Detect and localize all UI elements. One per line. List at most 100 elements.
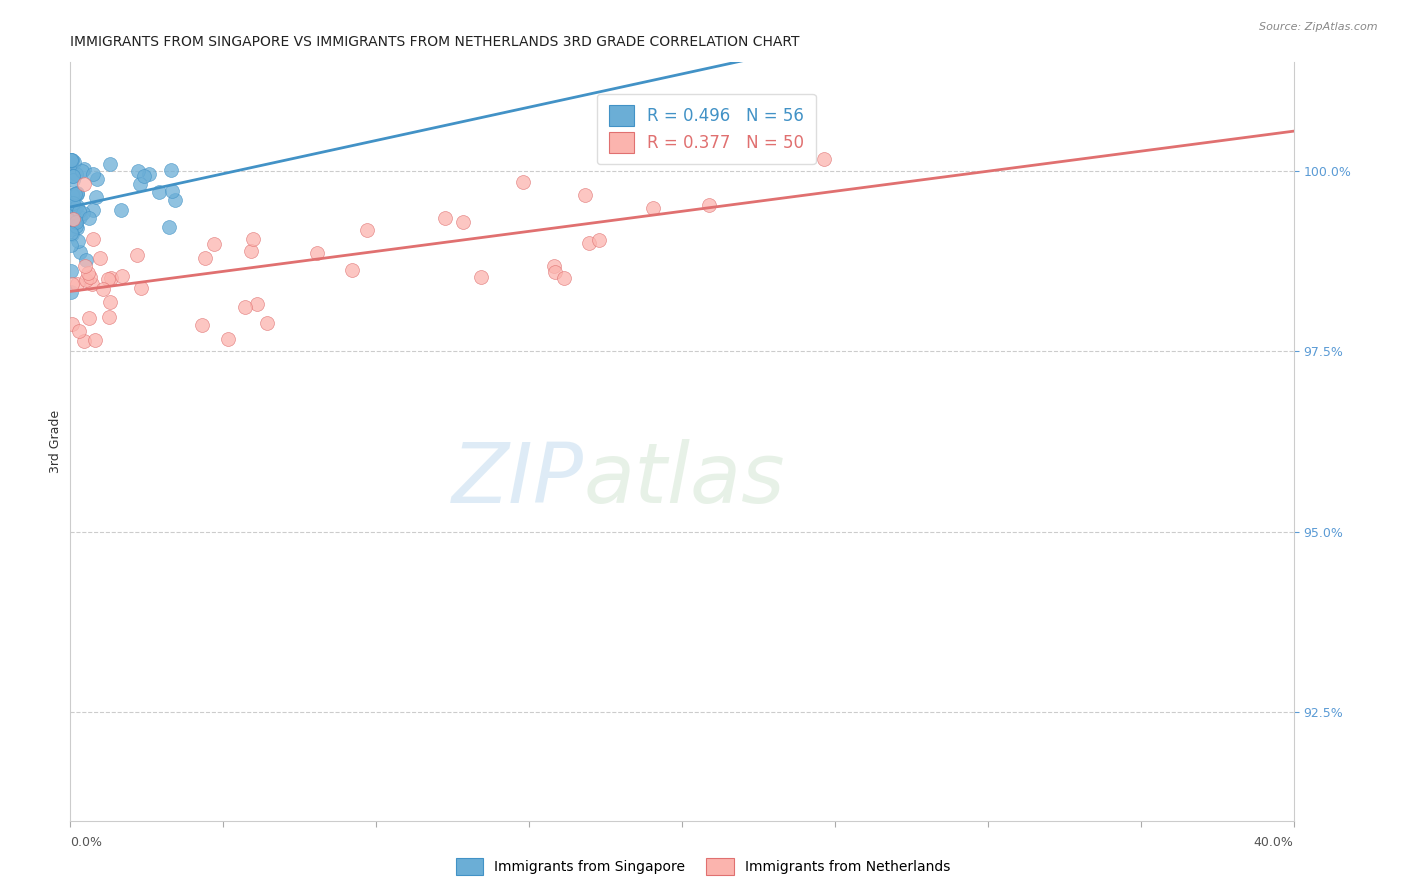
Point bbox=[63, 214, 86, 228]
Point bbox=[60, 187, 83, 202]
Text: atlas: atlas bbox=[583, 439, 786, 520]
Point bbox=[72, 206, 94, 220]
Point bbox=[65, 219, 87, 234]
Point bbox=[60, 169, 83, 183]
Point bbox=[62, 154, 84, 169]
Point bbox=[59, 221, 82, 235]
Point bbox=[60, 238, 83, 252]
Point bbox=[75, 252, 97, 267]
Point bbox=[69, 245, 91, 260]
Point bbox=[77, 211, 100, 225]
Point bbox=[356, 223, 378, 237]
Point bbox=[62, 205, 84, 219]
Point bbox=[60, 153, 83, 167]
Point bbox=[451, 215, 474, 229]
Point bbox=[111, 268, 134, 283]
Point bbox=[813, 152, 835, 166]
Point bbox=[163, 193, 186, 207]
Point bbox=[157, 219, 180, 234]
Point bbox=[86, 172, 108, 186]
Point bbox=[697, 197, 720, 211]
Point bbox=[75, 259, 97, 273]
Point bbox=[63, 186, 86, 201]
Point bbox=[543, 260, 565, 274]
Point bbox=[63, 201, 86, 215]
Point bbox=[66, 277, 89, 291]
Legend: R = 0.496   N = 56, R = 0.377   N = 50: R = 0.496 N = 56, R = 0.377 N = 50 bbox=[598, 94, 815, 164]
Point bbox=[191, 318, 214, 333]
Point bbox=[127, 164, 149, 178]
Point bbox=[79, 270, 101, 285]
Point bbox=[616, 145, 638, 160]
Point bbox=[65, 215, 87, 229]
Point bbox=[66, 186, 89, 201]
Point bbox=[69, 210, 91, 224]
Point bbox=[60, 214, 83, 228]
Point bbox=[66, 187, 89, 202]
Point bbox=[60, 277, 83, 291]
Point bbox=[97, 310, 120, 325]
Point bbox=[73, 177, 96, 191]
Point bbox=[62, 172, 84, 186]
Point bbox=[82, 167, 104, 181]
Point bbox=[66, 199, 89, 213]
Point bbox=[77, 311, 100, 326]
Point bbox=[73, 162, 96, 177]
Point bbox=[129, 177, 152, 191]
Point bbox=[82, 232, 104, 246]
Point bbox=[578, 235, 600, 250]
Point bbox=[66, 234, 89, 248]
Point bbox=[97, 272, 120, 286]
Point bbox=[553, 270, 575, 285]
Point bbox=[67, 204, 90, 219]
Point bbox=[129, 281, 152, 295]
Point bbox=[91, 282, 114, 296]
Point bbox=[59, 153, 82, 167]
Point bbox=[160, 162, 183, 177]
Point bbox=[60, 153, 83, 167]
Point bbox=[305, 246, 328, 260]
Point bbox=[70, 164, 93, 178]
Point bbox=[134, 169, 156, 184]
Text: Source: ZipAtlas.com: Source: ZipAtlas.com bbox=[1260, 22, 1378, 32]
Point bbox=[65, 167, 87, 181]
Legend: Immigrants from Singapore, Immigrants from Netherlands: Immigrants from Singapore, Immigrants fr… bbox=[450, 853, 956, 880]
Point bbox=[245, 297, 267, 311]
Text: 40.0%: 40.0% bbox=[1254, 836, 1294, 849]
Point bbox=[434, 211, 457, 225]
Y-axis label: 3rd Grade: 3rd Grade bbox=[49, 410, 62, 473]
Point bbox=[60, 210, 83, 224]
Point bbox=[98, 294, 121, 309]
Point bbox=[574, 187, 596, 202]
Point bbox=[77, 266, 100, 280]
Point bbox=[84, 333, 107, 347]
Point bbox=[202, 236, 225, 251]
Point bbox=[256, 316, 278, 330]
Point bbox=[82, 203, 104, 218]
Point bbox=[59, 226, 82, 240]
Point bbox=[470, 270, 492, 285]
Text: ZIP: ZIP bbox=[453, 439, 583, 520]
Point bbox=[84, 190, 107, 204]
Text: 0.0%: 0.0% bbox=[70, 836, 103, 849]
Text: IMMIGRANTS FROM SINGAPORE VS IMMIGRANTS FROM NETHERLANDS 3RD GRADE CORRELATION C: IMMIGRANTS FROM SINGAPORE VS IMMIGRANTS … bbox=[70, 35, 800, 49]
Point bbox=[194, 252, 217, 266]
Point bbox=[75, 273, 97, 287]
Point bbox=[66, 221, 89, 235]
Point bbox=[162, 184, 184, 198]
Point bbox=[60, 227, 83, 241]
Point bbox=[60, 318, 83, 332]
Point bbox=[342, 263, 364, 277]
Point bbox=[512, 175, 534, 189]
Point bbox=[60, 264, 83, 278]
Point bbox=[110, 202, 132, 217]
Point bbox=[59, 188, 82, 202]
Point bbox=[67, 324, 90, 338]
Point bbox=[544, 264, 567, 278]
Point bbox=[217, 332, 239, 346]
Point bbox=[242, 232, 264, 246]
Point bbox=[62, 196, 84, 211]
Point bbox=[59, 285, 82, 299]
Point bbox=[233, 300, 256, 314]
Point bbox=[62, 188, 84, 202]
